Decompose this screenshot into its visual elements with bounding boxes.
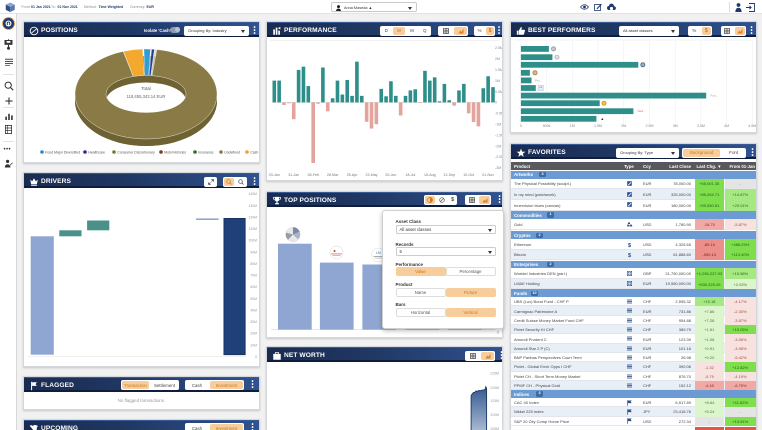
svg-text:1M: 1M [495, 79, 500, 83]
svg-text:10-Oct: 10-Oct [463, 173, 474, 177]
svg-text:23-May: 23-May [366, 173, 378, 177]
svg-text:3M: 3M [673, 124, 678, 128]
svg-text:-2M: -2M [495, 144, 501, 148]
svg-text:01-Nov: 01-Nov [482, 173, 494, 177]
svg-text:Insurance: Insurance [198, 151, 213, 155]
svg-text:0: 0 [495, 101, 497, 105]
svg-text:Consumer Discretionary: Consumer Discretionary [117, 151, 155, 155]
svg-text:Undefined: Undefined [224, 151, 240, 155]
svg-text:130M: 130M [249, 204, 258, 208]
svg-text:60M: 60M [250, 285, 257, 289]
svg-text:25-Apr: 25-Apr [347, 173, 359, 177]
svg-text:120M: 120M [249, 215, 258, 219]
svg-text:2M: 2M [495, 57, 500, 61]
svg-text:Healthcare: Healthcare [88, 151, 105, 155]
svg-text:125M: 125M [490, 372, 499, 376]
svg-text:140M: 140M [249, 192, 258, 196]
svg-text:-0.5M: -0.5M [495, 112, 502, 116]
svg-text:30M: 30M [250, 320, 257, 324]
svg-text:LM: LM [376, 251, 381, 255]
svg-text:SE: SE [539, 87, 542, 89]
svg-text:1.5M: 1.5M [495, 68, 502, 72]
svg-text:10M: 10M [250, 343, 257, 347]
svg-text:1.5M: 1.5M [594, 124, 602, 128]
svg-text:4M: 4M [724, 124, 729, 128]
svg-text:0: 0 [520, 124, 522, 128]
svg-text:MotorVehicles: MotorVehicles [164, 151, 186, 155]
svg-text:2.5M: 2.5M [646, 124, 654, 128]
svg-text:3.5M: 3.5M [697, 124, 705, 128]
svg-text:Food Major Diversified: Food Major Diversified [45, 151, 80, 155]
svg-text:Total: Total [141, 86, 150, 91]
svg-text:Fou...: Fou... [711, 94, 719, 98]
svg-text:15-Aug: 15-Aug [424, 173, 436, 177]
svg-text:2.5M: 2.5M [495, 46, 502, 50]
svg-text:Pro...: Pro... [535, 78, 542, 82]
svg-text:40M: 40M [250, 309, 257, 313]
svg-text:0: 0 [255, 355, 257, 359]
svg-text:▲: ▲ [601, 117, 605, 121]
svg-text:28-Feb: 28-Feb [308, 173, 319, 177]
svg-text:80M: 80M [250, 262, 257, 266]
svg-text:50M: 50M [250, 297, 257, 301]
svg-text:4.5M: 4.5M [748, 124, 756, 128]
svg-text:Ned...: Ned... [638, 109, 646, 113]
svg-text:110M: 110M [490, 413, 499, 417]
svg-text:12-Sep: 12-Sep [444, 173, 456, 177]
svg-text:31-Jan: 31-Jan [288, 173, 299, 177]
svg-text:18-Jul: 18-Jul [406, 173, 416, 177]
svg-text:1M: 1M [570, 124, 575, 128]
svg-text:20M: 20M [250, 332, 257, 336]
svg-text:90M: 90M [250, 250, 257, 254]
svg-text:500k: 500k [543, 124, 551, 128]
svg-text:Cash: Cash [250, 151, 258, 155]
svg-text:-1.5M: -1.5M [495, 133, 502, 137]
svg-text:0.5M: 0.5M [495, 90, 502, 94]
svg-text:-1M: -1M [495, 123, 501, 127]
svg-text:100M: 100M [249, 239, 258, 243]
svg-text:110M: 110M [249, 227, 257, 231]
svg-text:$: $ [628, 243, 632, 248]
svg-text:-2.5M: -2.5M [495, 155, 502, 159]
svg-text:2M: 2M [621, 124, 626, 128]
svg-text:118,455,343.14 EUR: 118,455,343.14 EUR [127, 94, 166, 99]
svg-text:70M: 70M [250, 274, 257, 278]
svg-text:$: $ [628, 253, 632, 258]
svg-text:0: 0 [497, 330, 499, 334]
svg-text:28-Mar: 28-Mar [327, 173, 339, 177]
svg-text:03-Jan: 03-Jan [269, 173, 280, 177]
svg-text:20-Jun: 20-Jun [385, 173, 396, 177]
svg-text:115M: 115M [490, 399, 499, 403]
svg-text:120M: 120M [490, 386, 499, 390]
svg-text:105M: 105M [490, 427, 499, 430]
svg-text:-3M: -3M [495, 166, 501, 170]
